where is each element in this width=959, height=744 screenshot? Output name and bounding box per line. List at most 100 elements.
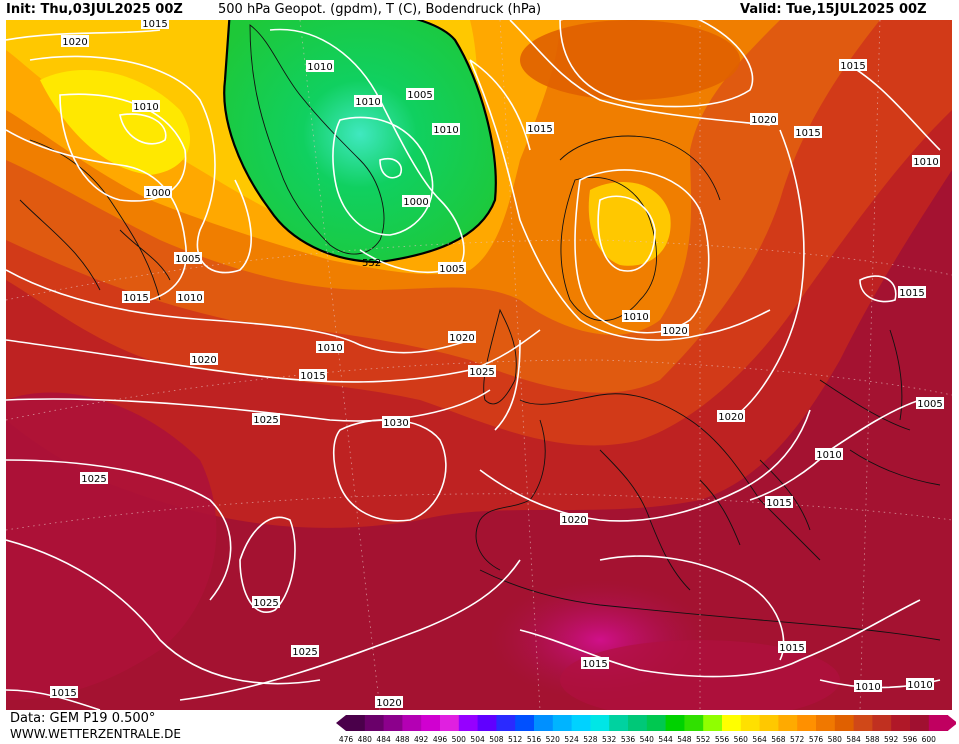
isobar-label: 1010 [855,682,880,693]
data-source: Data: GEM P19 0.500° [10,711,156,726]
isobar-label: 1005 [917,399,942,410]
isobar-label-box [778,641,806,653]
colorbar-swatch [421,715,441,731]
colorbar-tick-label: 556 [714,735,730,744]
isobar-label: 1020 [449,333,474,344]
isobar-label-box [906,678,934,690]
colorbar-swatch [703,715,723,731]
color-legend: 476 480 484 488 492 496 500 504 508 512 516 520 524 5… [336,715,958,744]
colorbar-tick-label: 596 [902,735,918,744]
colorbar-swatch [910,715,930,731]
isobar-label: 1015 [123,293,148,304]
map-footer: Data: GEM P19 0.500° WWW.WETTERZENTRALE.… [0,710,959,744]
isobar-label-box [252,596,280,608]
isobar-label: 1010 [177,293,202,304]
isobar-label-box [622,310,650,322]
colorbar-tick-label: 544 [658,735,673,744]
isobar-label: 1030 [383,418,408,429]
isobar-label: 1015 [899,288,924,299]
colorbar-arrow-left [336,715,346,731]
isobar-label: 1010 [913,157,938,168]
isobar-label: 1015 [779,643,804,654]
isobar-label-box [661,324,689,336]
isobar-label: 1015 [51,688,76,699]
isobar-label-box [912,155,940,167]
colorbar-swatch [402,715,422,731]
colorbar-swatch [477,715,497,731]
isobar-label-box [448,331,476,343]
colorbar-tick-label: 480 [357,735,372,744]
colorbar-tick-label: 588 [865,735,880,744]
colorbar-swatch [872,715,892,731]
isobar-label-box [402,195,430,207]
isobar-label-box [306,60,334,72]
isobar-label-box [80,472,108,484]
isobar-label: 1020 [376,698,401,709]
map-title: 500 hPa Geopot. (gpdm), T (C), Bodendruc… [218,2,542,17]
isobar-label: 1005 [175,254,200,265]
isobar-label-box [526,122,554,134]
colorbar-swatch [496,715,516,731]
colorbar-swatch [722,715,742,731]
isobar-label: 1015 [527,124,552,135]
isobar-label-box [132,100,160,112]
isobar-label-box [839,59,867,71]
isobar-label: 1015 [142,20,167,30]
isobar-label: 1025 [469,367,494,378]
colorbar-tick-label: 508 [489,735,504,744]
colorbar-tick-label: 560 [733,735,748,744]
colorbar-swatch [534,715,554,731]
isobar-label: 1020 [751,115,776,126]
colorbar-tick-label: 600 [921,735,936,744]
isobar-label: 1010 [307,62,332,73]
isobar-label: 1015 [582,659,607,670]
isobar-label-box [916,397,944,409]
colorbar-swatch [928,715,949,731]
isobar-label-box [316,341,344,353]
colorbar-swatch [778,715,798,731]
colorbar-swatch [440,715,460,731]
isobar-label: 1020 [718,412,743,423]
isobar-label-box [174,252,202,264]
isobar-label: 1005 [439,264,464,275]
isobar-label-box [141,20,169,29]
colorbar-swatch [684,715,704,731]
colorbar-swatch [834,715,855,731]
isobar-label-box [50,686,78,698]
isobar-label: 1025 [253,415,278,426]
colorbar-tick-label: 524 [564,735,579,744]
colorbar-tick-label: 564 [752,735,767,744]
weather-map: 1015 1020 1010 1010 1005 1010 1000 1005 1015 1010… [6,20,952,710]
colorbar-swatch [628,715,648,731]
isobar-label-box [717,410,745,422]
isobar-label-box [252,413,280,425]
isobar-labels: 1015 1020 1010 1010 1005 1010 1000 1005 1015 1010… [50,20,944,709]
isobar-label-box [406,88,434,100]
website-credit: WWW.WETTERZENTRALE.DE [10,727,181,741]
isobar-label-box [382,416,410,428]
isobar-label: 1020 [662,326,687,337]
isobar-label-box [898,286,926,298]
isobar-label-box [176,291,204,303]
colorbar-swatch [646,715,667,731]
colorbar-swatch [571,715,591,731]
isobar-label-box [854,680,882,692]
isobar-label-box [375,696,403,708]
colorbar-tick-label: 540 [639,735,654,744]
colorbar-tick-label: 512 [508,735,523,744]
isobar-label: 1000 [145,188,170,199]
colorbar-tick-label: 528 [583,735,598,744]
isobar-label-box [122,291,150,303]
colorbar-swatch [797,715,817,731]
isobar-label-box [61,35,89,47]
isobar-label-box [560,513,588,525]
colorbar-tick-label: 476 [338,735,354,744]
colorbar-tick-label: 504 [470,735,485,744]
colorbar-swatch [458,715,479,731]
colorbar-swatch [346,715,366,731]
isobar-label-box [765,496,793,508]
init-time: Init: Thu,03JUL2025 00Z [6,2,183,17]
colorbar-tick-label: 488 [395,735,410,744]
isobar-label-box [299,369,327,381]
isobar-label: 1010 [133,102,158,113]
